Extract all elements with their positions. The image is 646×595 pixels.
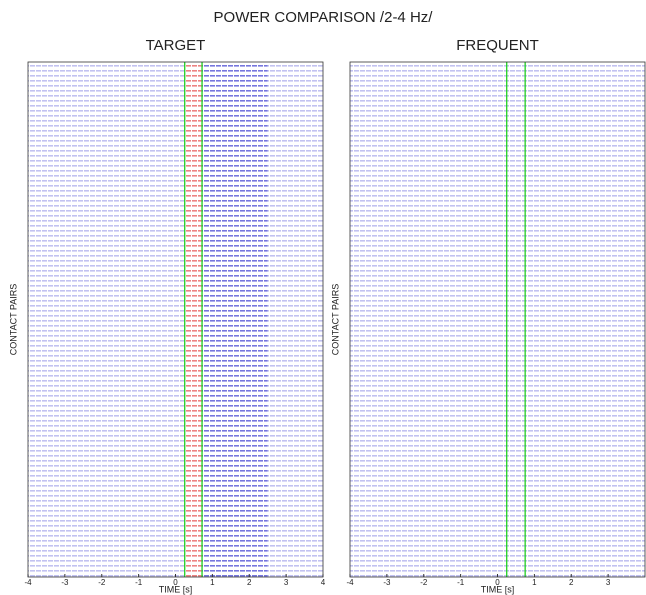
x-tick-label: -4	[346, 578, 354, 587]
heat-region	[350, 62, 645, 577]
x-tick-label: 2	[247, 578, 252, 587]
x-tick-label: 2	[569, 578, 574, 587]
x-tick-label: -1	[457, 578, 465, 587]
panel-title: FREQUENT	[456, 37, 539, 54]
x-tick-label: -3	[61, 578, 69, 587]
figure-title: POWER COMPARISON /2-4 Hz/	[214, 9, 434, 26]
heat-region	[28, 62, 185, 577]
x-axis-label: TIME [s]	[481, 584, 515, 594]
x-tick-label: -1	[135, 578, 143, 587]
x-tick-label: -4	[24, 578, 32, 587]
x-tick-label: -3	[383, 578, 391, 587]
heat-region	[267, 62, 323, 577]
x-tick-label: -2	[98, 578, 106, 587]
x-tick-label: 1	[532, 578, 537, 587]
x-tick-label: 0	[173, 578, 178, 587]
heat-region	[184, 62, 203, 577]
x-tick-label: 0	[495, 578, 500, 587]
x-tick-label: 1	[210, 578, 215, 587]
x-tick-label: 3	[606, 578, 611, 587]
x-tick-label: -2	[420, 578, 428, 587]
x-tick-label: 4	[321, 578, 326, 587]
x-axis-label: TIME [s]	[159, 584, 193, 594]
panel-title: TARGET	[146, 37, 206, 54]
heat-region	[202, 62, 268, 577]
y-axis-label: CONTACT PAIRS	[8, 284, 18, 356]
y-axis-label: CONTACT PAIRS	[330, 284, 340, 356]
x-tick-label: 3	[284, 578, 289, 587]
